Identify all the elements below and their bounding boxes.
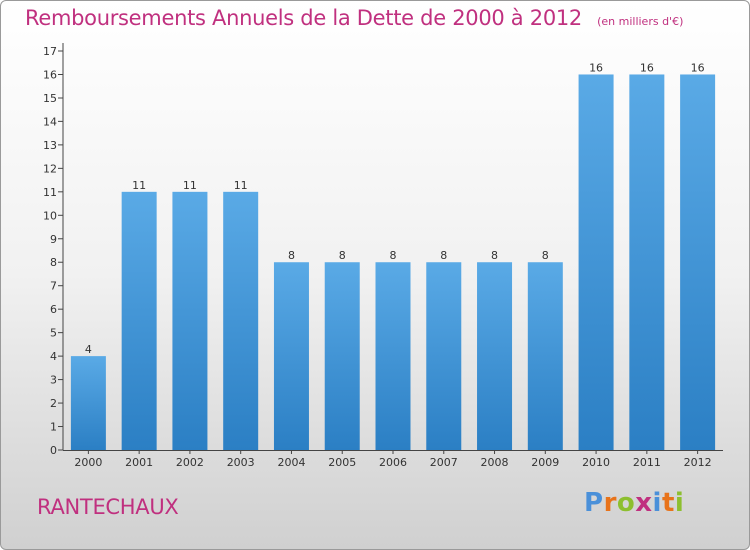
- y-tick-label: 11: [43, 186, 57, 199]
- y-tick-label: 12: [43, 162, 57, 175]
- logo-letter: i: [652, 488, 662, 518]
- y-tick-label: 5: [50, 327, 57, 340]
- y-tick-label: 16: [43, 68, 57, 81]
- x-tick-label: 2001: [125, 456, 153, 469]
- y-tick-label: 15: [43, 92, 57, 105]
- bar-value-label: 8: [491, 249, 498, 262]
- chart-title: Remboursements Annuels de la Dette de 20…: [25, 6, 683, 30]
- bar: [172, 191, 208, 450]
- y-tick-label: 2: [50, 397, 57, 410]
- x-tick-label: 2006: [379, 456, 407, 469]
- y-tick-label: 10: [43, 209, 57, 222]
- logo-letter: t: [661, 488, 675, 518]
- bar-value-label: 16: [640, 61, 654, 74]
- y-tick-label: 7: [50, 280, 57, 293]
- bar-value-label: 8: [542, 249, 549, 262]
- bar-value-label: 11: [234, 179, 248, 192]
- commune-name: RANTECHAUX: [37, 495, 179, 519]
- bar-value-label: 4: [85, 343, 92, 356]
- y-tick-label: 13: [43, 139, 57, 152]
- y-tick-label: 6: [50, 303, 57, 316]
- y-tick-label: 4: [50, 350, 57, 363]
- bar: [223, 191, 259, 450]
- logo-letter: i: [674, 488, 685, 518]
- y-tick-label: 8: [50, 256, 57, 269]
- bar-value-label: 8: [390, 249, 397, 262]
- bar: [578, 74, 614, 451]
- x-tick-label: 2007: [430, 456, 458, 469]
- proxiti-logo: Proxiti: [584, 488, 684, 518]
- bar: [70, 356, 106, 450]
- y-tick-label: 17: [43, 45, 57, 58]
- bar-value-label: 16: [691, 61, 705, 74]
- bar-value-label: 11: [132, 179, 146, 192]
- logo-letter: P: [584, 488, 604, 518]
- bar-value-label: 11: [183, 179, 197, 192]
- logo-letter: x: [635, 488, 653, 518]
- bar: [527, 262, 563, 450]
- bar: [324, 262, 360, 450]
- x-tick-label: 2009: [531, 456, 559, 469]
- bar: [680, 74, 716, 451]
- bar-value-label: 8: [440, 249, 447, 262]
- bar-value-label: 16: [589, 61, 603, 74]
- bar: [629, 74, 665, 451]
- y-tick-label: 1: [50, 421, 57, 434]
- chart-unit: (en milliers d'€): [597, 15, 684, 28]
- x-tick-label: 2005: [328, 456, 356, 469]
- logo-letter: r: [603, 488, 617, 518]
- x-tick-label: 2000: [74, 456, 102, 469]
- bar-value-label: 8: [288, 249, 295, 262]
- x-tick-label: 2002: [176, 456, 204, 469]
- chart-title-text: Remboursements Annuels de la Dette de 20…: [25, 6, 582, 30]
- x-tick-label: 2008: [481, 456, 509, 469]
- y-tick-label: 9: [50, 233, 57, 246]
- logo-letter: o: [616, 488, 636, 518]
- y-tick-label: 0: [50, 444, 57, 457]
- y-tick-label: 3: [50, 374, 57, 387]
- bar: [121, 191, 157, 450]
- bar: [273, 262, 309, 450]
- x-tick-label: 2010: [582, 456, 610, 469]
- bar: [426, 262, 462, 450]
- bar: [477, 262, 513, 450]
- x-tick-label: 2003: [227, 456, 255, 469]
- bar: [375, 262, 411, 450]
- bar-value-label: 8: [339, 249, 346, 262]
- x-tick-label: 2012: [684, 456, 712, 469]
- x-tick-label: 2011: [633, 456, 661, 469]
- x-tick-label: 2004: [277, 456, 305, 469]
- y-tick-label: 14: [43, 115, 57, 128]
